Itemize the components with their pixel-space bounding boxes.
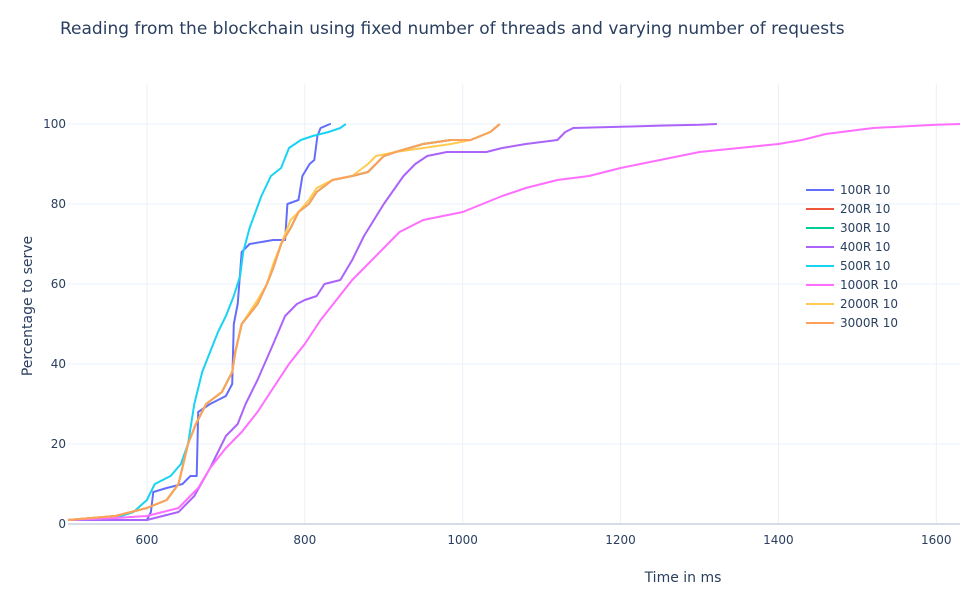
series-line[interactable] [67, 123, 347, 521]
x-tick-label: 1200 [605, 533, 636, 547]
legend-item[interactable]: 2000R 10 [806, 297, 898, 311]
x-tick-label: 1000 [447, 533, 478, 547]
legend-item[interactable]: 3000R 10 [806, 316, 898, 330]
legend-label: 400R 10 [840, 240, 890, 254]
legend-item[interactable]: 300R 10 [806, 221, 890, 235]
gridlines [68, 84, 960, 524]
legend[interactable]: 100R 10 200R 10 300R 10 400R 10 500R 10 1000R… [806, 183, 898, 330]
x-tick-label: 800 [293, 533, 316, 547]
legend-item[interactable]: 200R 10 [806, 202, 890, 216]
legend-label: 300R 10 [840, 221, 890, 235]
y-axis-label: Percentage to serve [20, 236, 36, 376]
y-tick-label: 60 [51, 277, 66, 291]
legend-item[interactable]: 100R 10 [806, 183, 890, 197]
legend-label: 500R 10 [840, 259, 890, 273]
series-line[interactable] [67, 123, 501, 521]
y-tick-label: 20 [51, 437, 66, 451]
y-tick-label: 0 [58, 517, 66, 531]
axes: 600 800 1000 1200 1400 1600 0 20 40 60 80 100 [43, 117, 960, 547]
legend-item[interactable]: 1000R 10 [806, 278, 898, 292]
legend-label: 3000R 10 [840, 316, 898, 330]
legend-item[interactable]: 400R 10 [806, 240, 890, 254]
y-tick-label: 80 [51, 197, 66, 211]
legend-label: 100R 10 [840, 183, 890, 197]
legend-item[interactable]: 500R 10 [806, 259, 890, 273]
x-tick-label: 1400 [763, 533, 794, 547]
y-tick-label: 100 [43, 117, 66, 131]
x-tick-label: 1600 [921, 533, 952, 547]
legend-label: 200R 10 [840, 202, 890, 216]
x-axis-label: Time in ms [644, 570, 722, 586]
legend-label: 1000R 10 [840, 278, 898, 292]
legend-label: 2000R 10 [840, 297, 898, 311]
chart-title: Reading from the blockchain using fixed … [60, 19, 845, 39]
series-line[interactable] [68, 123, 332, 521]
y-tick-label: 40 [51, 357, 66, 371]
x-tick-label: 600 [135, 533, 158, 547]
series-line[interactable] [68, 123, 717, 521]
series-lines [67, 123, 961, 521]
series-line[interactable] [67, 123, 961, 521]
